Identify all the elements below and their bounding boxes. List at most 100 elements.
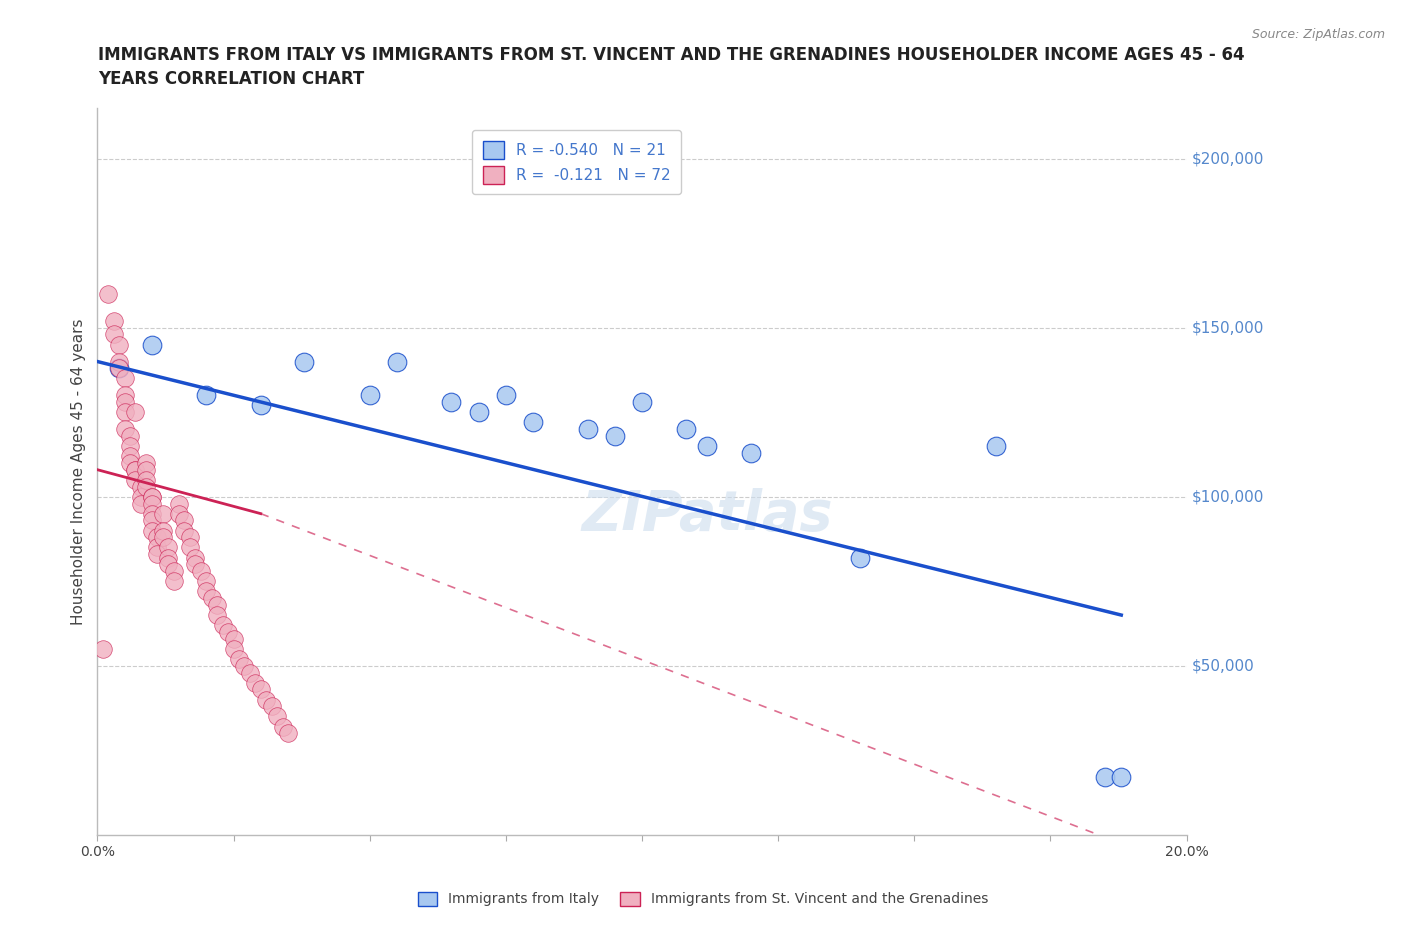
Point — [146, 530, 169, 545]
Point — [205, 607, 228, 622]
Point — [631, 394, 654, 409]
Point — [114, 394, 136, 409]
Point — [984, 439, 1007, 454]
Point — [91, 642, 114, 657]
Text: $100,000: $100,000 — [1192, 489, 1264, 504]
Point — [124, 472, 146, 487]
Point — [249, 682, 271, 697]
Y-axis label: Householder Income Ages 45 - 64 years: Householder Income Ages 45 - 64 years — [72, 318, 86, 625]
Point — [195, 574, 218, 589]
Point — [146, 540, 169, 555]
Point — [108, 354, 131, 369]
Point — [201, 591, 224, 605]
Point — [195, 584, 218, 599]
Point — [141, 513, 163, 528]
Point — [157, 551, 180, 565]
Point — [1109, 770, 1132, 785]
Point — [205, 597, 228, 612]
Point — [141, 338, 163, 352]
Point — [292, 354, 315, 369]
Point — [141, 489, 163, 504]
Point — [266, 709, 288, 724]
Point — [129, 496, 152, 511]
Point — [141, 496, 163, 511]
Point — [277, 726, 299, 741]
Point — [522, 415, 544, 430]
Point — [675, 421, 697, 436]
Point — [173, 513, 195, 528]
Point — [385, 354, 408, 369]
Point — [179, 530, 201, 545]
Point — [228, 652, 250, 667]
Point — [440, 394, 463, 409]
Point — [167, 506, 190, 521]
Point — [359, 388, 381, 403]
Point — [118, 429, 141, 444]
Point — [603, 429, 626, 444]
Point — [124, 462, 146, 477]
Point — [135, 479, 157, 494]
Point — [129, 479, 152, 494]
Point — [1094, 770, 1116, 785]
Point — [114, 371, 136, 386]
Legend: Immigrants from Italy, Immigrants from St. Vincent and the Grenadines: Immigrants from Italy, Immigrants from S… — [412, 886, 994, 912]
Text: $50,000: $50,000 — [1192, 658, 1254, 673]
Point — [190, 564, 212, 578]
Point — [233, 658, 256, 673]
Point — [157, 540, 180, 555]
Point — [495, 388, 517, 403]
Point — [97, 286, 120, 301]
Point — [576, 421, 599, 436]
Point — [146, 547, 169, 562]
Point — [467, 405, 489, 419]
Point — [152, 530, 174, 545]
Point — [118, 449, 141, 464]
Point — [211, 618, 233, 632]
Point — [239, 665, 262, 680]
Legend: R = -0.540   N = 21, R =  -0.121   N = 72: R = -0.540 N = 21, R = -0.121 N = 72 — [472, 130, 682, 194]
Point — [152, 506, 174, 521]
Point — [184, 557, 207, 572]
Text: Source: ZipAtlas.com: Source: ZipAtlas.com — [1251, 28, 1385, 41]
Point — [108, 361, 131, 376]
Point — [179, 540, 201, 555]
Point — [195, 388, 218, 403]
Point — [141, 506, 163, 521]
Point — [222, 642, 245, 657]
Text: ZIPatlas: ZIPatlas — [582, 488, 834, 542]
Point — [173, 523, 195, 538]
Point — [162, 574, 184, 589]
Point — [135, 462, 157, 477]
Text: IMMIGRANTS FROM ITALY VS IMMIGRANTS FROM ST. VINCENT AND THE GRENADINES HOUSEHOL: IMMIGRANTS FROM ITALY VS IMMIGRANTS FROM… — [98, 46, 1246, 88]
Point — [249, 398, 271, 413]
Point — [217, 625, 239, 640]
Point — [849, 551, 872, 565]
Point — [124, 462, 146, 477]
Point — [245, 675, 267, 690]
Point — [103, 327, 125, 342]
Point — [141, 523, 163, 538]
Point — [254, 692, 277, 707]
Point — [222, 631, 245, 646]
Point — [167, 496, 190, 511]
Point — [118, 456, 141, 471]
Point — [118, 439, 141, 454]
Point — [124, 405, 146, 419]
Text: $150,000: $150,000 — [1192, 320, 1264, 335]
Point — [114, 421, 136, 436]
Point — [162, 564, 184, 578]
Point — [108, 361, 131, 376]
Point — [135, 456, 157, 471]
Point — [103, 313, 125, 328]
Point — [114, 405, 136, 419]
Point — [108, 338, 131, 352]
Point — [129, 489, 152, 504]
Point — [135, 472, 157, 487]
Point — [114, 388, 136, 403]
Point — [152, 523, 174, 538]
Point — [141, 489, 163, 504]
Point — [740, 445, 762, 460]
Point — [271, 719, 294, 734]
Point — [157, 557, 180, 572]
Text: $200,000: $200,000 — [1192, 152, 1264, 166]
